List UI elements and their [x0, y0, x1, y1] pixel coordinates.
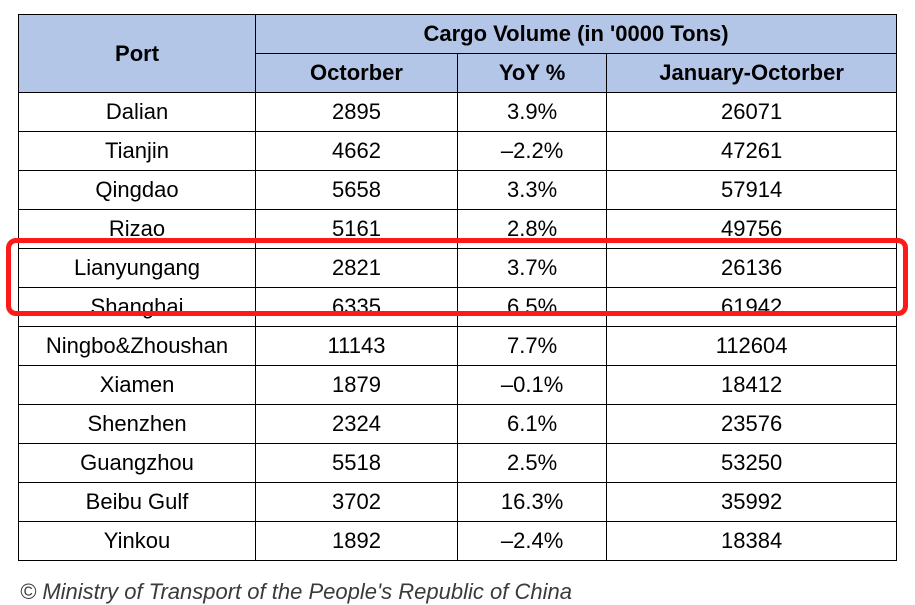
table-row: Rizao51612.8%49756 — [19, 210, 897, 249]
table-body: Dalian28953.9%26071Tianjin4662–2.2%47261… — [19, 93, 897, 561]
cell-jan_oct: 26136 — [607, 249, 897, 288]
cell-yoy: 16.3% — [457, 483, 606, 522]
source-footnote: © Ministry of Transport of the People's … — [18, 579, 897, 605]
cell-oct: 2895 — [256, 93, 458, 132]
cell-port: Dalian — [19, 93, 256, 132]
cell-port: Guangzhou — [19, 444, 256, 483]
cell-jan_oct: 18412 — [607, 366, 897, 405]
table-header-row-1: Port Cargo Volume (in '0000 Tons) — [19, 15, 897, 54]
cell-port: Lianyungang — [19, 249, 256, 288]
cell-port: Xiamen — [19, 366, 256, 405]
col-header-janoct: January-Octorber — [607, 54, 897, 93]
cell-jan_oct: 49756 — [607, 210, 897, 249]
table-row: Lianyungang28213.7%26136 — [19, 249, 897, 288]
cell-port: Ningbo&Zhoushan — [19, 327, 256, 366]
cell-jan_oct: 112604 — [607, 327, 897, 366]
cell-yoy: 2.5% — [457, 444, 606, 483]
cell-jan_oct: 53250 — [607, 444, 897, 483]
page-root: Port Cargo Volume (in '0000 Tons) Octorb… — [0, 0, 915, 569]
cell-port: Shanghai — [19, 288, 256, 327]
col-header-oct: Octorber — [256, 54, 458, 93]
table-row: Yinkou1892–2.4%18384 — [19, 522, 897, 561]
cell-oct: 5658 — [256, 171, 458, 210]
cargo-volume-table: Port Cargo Volume (in '0000 Tons) Octorb… — [18, 14, 897, 561]
cell-port: Qingdao — [19, 171, 256, 210]
cell-jan_oct: 23576 — [607, 405, 897, 444]
cell-port: Yinkou — [19, 522, 256, 561]
cell-yoy: 7.7% — [457, 327, 606, 366]
cell-port: Shenzhen — [19, 405, 256, 444]
table-row: Shanghai63356.5%61942 — [19, 288, 897, 327]
cell-oct: 4662 — [256, 132, 458, 171]
cell-yoy: 2.8% — [457, 210, 606, 249]
cell-yoy: 6.1% — [457, 405, 606, 444]
cell-yoy: 6.5% — [457, 288, 606, 327]
cell-yoy: –2.2% — [457, 132, 606, 171]
cell-yoy: 3.7% — [457, 249, 606, 288]
table-row: Xiamen1879–0.1%18412 — [19, 366, 897, 405]
cell-oct: 2821 — [256, 249, 458, 288]
cell-yoy: –0.1% — [457, 366, 606, 405]
cell-yoy: –2.4% — [457, 522, 606, 561]
cell-jan_oct: 61942 — [607, 288, 897, 327]
cell-port: Beibu Gulf — [19, 483, 256, 522]
cell-port: Rizao — [19, 210, 256, 249]
cell-jan_oct: 35992 — [607, 483, 897, 522]
cell-oct: 2324 — [256, 405, 458, 444]
cell-yoy: 3.3% — [457, 171, 606, 210]
cell-jan_oct: 26071 — [607, 93, 897, 132]
cell-yoy: 3.9% — [457, 93, 606, 132]
table-row: Shenzhen23246.1%23576 — [19, 405, 897, 444]
cell-oct: 5518 — [256, 444, 458, 483]
cell-port: Tianjin — [19, 132, 256, 171]
cell-oct: 5161 — [256, 210, 458, 249]
col-header-port: Port — [19, 15, 256, 93]
cell-oct: 6335 — [256, 288, 458, 327]
col-header-yoy: YoY % — [457, 54, 606, 93]
table-row: Ningbo&Zhoushan111437.7%112604 — [19, 327, 897, 366]
table-row: Tianjin4662–2.2%47261 — [19, 132, 897, 171]
col-header-group: Cargo Volume (in '0000 Tons) — [256, 15, 897, 54]
cell-jan_oct: 18384 — [607, 522, 897, 561]
cell-oct: 3702 — [256, 483, 458, 522]
table-row: Qingdao56583.3%57914 — [19, 171, 897, 210]
table-row: Dalian28953.9%26071 — [19, 93, 897, 132]
table-header: Port Cargo Volume (in '0000 Tons) Octorb… — [19, 15, 897, 93]
cell-oct: 1879 — [256, 366, 458, 405]
table-row: Beibu Gulf370216.3%35992 — [19, 483, 897, 522]
cell-jan_oct: 57914 — [607, 171, 897, 210]
cell-jan_oct: 47261 — [607, 132, 897, 171]
table-row: Guangzhou55182.5%53250 — [19, 444, 897, 483]
cell-oct: 11143 — [256, 327, 458, 366]
cell-oct: 1892 — [256, 522, 458, 561]
